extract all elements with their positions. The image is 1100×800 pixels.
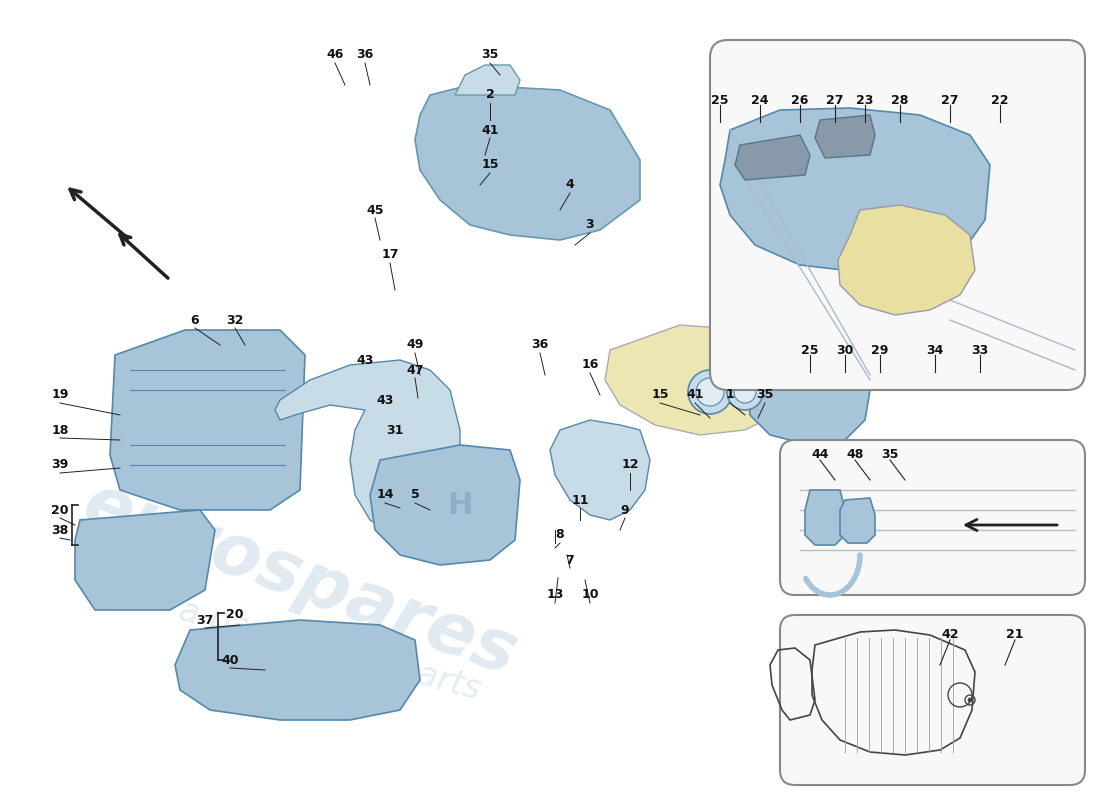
Polygon shape bbox=[415, 85, 640, 240]
Text: 10: 10 bbox=[581, 589, 598, 602]
Text: 32: 32 bbox=[227, 314, 244, 326]
Text: 13: 13 bbox=[547, 589, 563, 602]
Text: 35: 35 bbox=[881, 449, 899, 462]
Polygon shape bbox=[550, 420, 650, 520]
Text: 33: 33 bbox=[971, 343, 989, 357]
Polygon shape bbox=[605, 325, 785, 435]
Text: 1: 1 bbox=[726, 389, 735, 402]
Text: 43: 43 bbox=[376, 394, 394, 406]
Text: 17: 17 bbox=[382, 249, 398, 262]
Circle shape bbox=[968, 698, 972, 702]
Text: 2: 2 bbox=[485, 89, 494, 102]
Text: 29: 29 bbox=[871, 343, 889, 357]
Text: 8: 8 bbox=[556, 529, 564, 542]
Text: 38: 38 bbox=[52, 523, 68, 537]
Polygon shape bbox=[455, 65, 520, 95]
Text: 11: 11 bbox=[571, 494, 588, 506]
Polygon shape bbox=[370, 445, 520, 565]
Polygon shape bbox=[805, 490, 845, 545]
Text: 40: 40 bbox=[221, 654, 239, 666]
Text: 49: 49 bbox=[406, 338, 424, 351]
Text: 3: 3 bbox=[585, 218, 594, 231]
Text: 41: 41 bbox=[482, 123, 498, 137]
Text: 30: 30 bbox=[836, 343, 854, 357]
Circle shape bbox=[734, 381, 756, 403]
Polygon shape bbox=[840, 498, 874, 543]
Text: 19: 19 bbox=[52, 389, 68, 402]
Text: 27: 27 bbox=[826, 94, 844, 106]
Text: 20: 20 bbox=[52, 503, 68, 517]
Text: 45: 45 bbox=[366, 203, 384, 217]
Text: 25: 25 bbox=[801, 343, 818, 357]
Polygon shape bbox=[110, 330, 305, 510]
FancyBboxPatch shape bbox=[780, 615, 1085, 785]
Text: 36: 36 bbox=[356, 49, 374, 62]
FancyBboxPatch shape bbox=[710, 40, 1085, 390]
Text: 4: 4 bbox=[565, 178, 574, 191]
Text: 28: 28 bbox=[891, 94, 909, 106]
Text: 35: 35 bbox=[757, 389, 773, 402]
Text: 41: 41 bbox=[686, 389, 704, 402]
Text: 15: 15 bbox=[482, 158, 498, 171]
Polygon shape bbox=[748, 360, 870, 445]
Text: 24: 24 bbox=[751, 94, 769, 106]
Text: 15: 15 bbox=[651, 389, 669, 402]
Polygon shape bbox=[838, 205, 975, 315]
Text: 18: 18 bbox=[52, 423, 68, 437]
Text: 44: 44 bbox=[812, 449, 828, 462]
Text: 36: 36 bbox=[531, 338, 549, 351]
FancyBboxPatch shape bbox=[780, 440, 1085, 595]
Text: 46: 46 bbox=[327, 49, 343, 62]
Text: 9: 9 bbox=[620, 503, 629, 517]
Text: eurospares: eurospares bbox=[74, 470, 527, 690]
Text: 16: 16 bbox=[581, 358, 598, 371]
Text: 22: 22 bbox=[991, 94, 1009, 106]
Circle shape bbox=[696, 378, 724, 406]
Polygon shape bbox=[720, 108, 990, 272]
Text: 23: 23 bbox=[856, 94, 873, 106]
Text: H: H bbox=[448, 490, 473, 519]
Text: 42: 42 bbox=[942, 629, 959, 642]
Text: 26: 26 bbox=[791, 94, 808, 106]
Text: 6: 6 bbox=[190, 314, 199, 326]
Text: 25: 25 bbox=[712, 94, 728, 106]
Text: a passion for parts: a passion for parts bbox=[175, 594, 485, 706]
Circle shape bbox=[727, 374, 763, 410]
Polygon shape bbox=[735, 135, 810, 180]
Text: 43: 43 bbox=[356, 354, 374, 366]
Text: 14: 14 bbox=[376, 489, 394, 502]
Text: 31: 31 bbox=[386, 423, 404, 437]
Text: 48: 48 bbox=[846, 449, 864, 462]
Polygon shape bbox=[815, 115, 875, 158]
Text: 37: 37 bbox=[196, 614, 213, 626]
Polygon shape bbox=[175, 620, 420, 720]
Text: 21: 21 bbox=[1006, 629, 1024, 642]
Text: 34: 34 bbox=[926, 343, 944, 357]
Text: 35: 35 bbox=[482, 49, 498, 62]
Text: 20: 20 bbox=[227, 609, 244, 622]
Text: 5: 5 bbox=[410, 489, 419, 502]
Circle shape bbox=[688, 370, 732, 414]
Polygon shape bbox=[275, 360, 460, 535]
Text: 39: 39 bbox=[52, 458, 68, 471]
Text: 7: 7 bbox=[565, 554, 574, 566]
Text: 12: 12 bbox=[621, 458, 639, 471]
Text: 27: 27 bbox=[942, 94, 959, 106]
Polygon shape bbox=[75, 510, 214, 610]
Text: 47: 47 bbox=[406, 363, 424, 377]
